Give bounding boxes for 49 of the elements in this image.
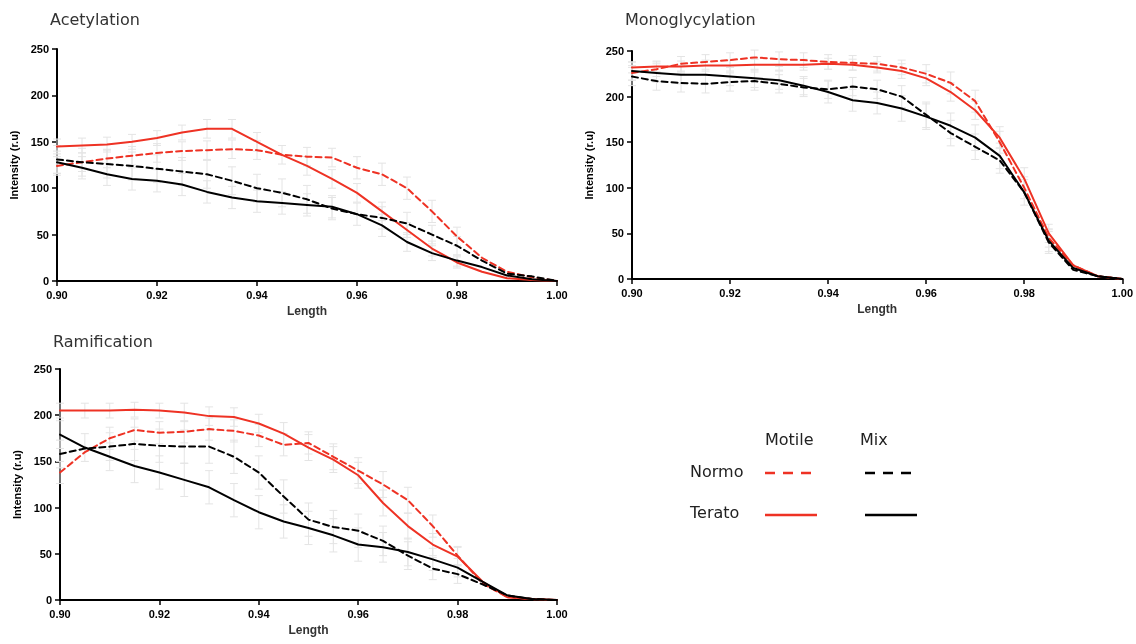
x-axis-title: Length bbox=[857, 301, 898, 316]
y-tick-label: 0 bbox=[617, 273, 624, 285]
y-tick-label: 150 bbox=[33, 455, 52, 468]
x-tick-label: 1.00 bbox=[1111, 286, 1134, 299]
x-tick-label: 0.96 bbox=[347, 607, 369, 620]
x-axis-title: Length bbox=[288, 622, 329, 637]
y-tick-label: 50 bbox=[39, 547, 52, 560]
y-tick-label: 0 bbox=[42, 275, 49, 287]
y-axis-title: Intensity (r.u) bbox=[11, 449, 24, 520]
x-tick-label: 0.98 bbox=[1013, 286, 1035, 299]
x-tick-label: 0.98 bbox=[446, 288, 468, 301]
y-tick-label: 200 bbox=[605, 90, 624, 103]
x-axis-title: Length bbox=[287, 303, 327, 318]
x-tick-label: 0.92 bbox=[146, 288, 168, 301]
x-tick-label: 0.90 bbox=[46, 288, 68, 301]
y-tick-label: 250 bbox=[30, 43, 49, 55]
text: Mix bbox=[860, 430, 888, 449]
x-tick-label: 0.92 bbox=[719, 286, 741, 299]
y-tick-label: 150 bbox=[605, 136, 624, 149]
y-tick-label: 100 bbox=[30, 182, 49, 195]
x-tick-label: 0.90 bbox=[49, 607, 71, 620]
y-axis-title: Intensity (r.u) bbox=[583, 130, 596, 200]
chart-title: Acetylation bbox=[50, 9, 140, 29]
y-tick-label: 200 bbox=[33, 409, 52, 422]
x-tick-label: 0.94 bbox=[246, 288, 269, 301]
x-tick-label: 0.94 bbox=[817, 286, 840, 299]
x-tick-label: 0.96 bbox=[915, 286, 937, 299]
x-tick-label: 1.00 bbox=[546, 607, 568, 620]
chart-title: Monoglycylation bbox=[625, 9, 756, 29]
text: Motile bbox=[765, 430, 814, 449]
y-tick-label: 50 bbox=[611, 227, 624, 240]
text: Normo bbox=[690, 462, 744, 481]
text: Terato bbox=[690, 503, 740, 522]
y-axis-title: Intensity (r.u) bbox=[8, 130, 21, 200]
x-tick-label: 0.98 bbox=[446, 607, 469, 620]
y-tick-label: 100 bbox=[605, 181, 624, 194]
y-tick-label: 200 bbox=[30, 89, 49, 102]
y-tick-label: 150 bbox=[30, 135, 49, 148]
y-tick-label: 0 bbox=[45, 594, 52, 606]
y-tick-label: 100 bbox=[33, 501, 52, 514]
x-tick-label: 0.92 bbox=[148, 607, 171, 620]
x-tick-label: 1.00 bbox=[546, 288, 568, 301]
y-tick-label: 50 bbox=[36, 228, 49, 241]
chart-title: Ramification bbox=[53, 331, 153, 351]
x-tick-label: 0.96 bbox=[346, 288, 368, 301]
y-tick-label: 250 bbox=[33, 363, 52, 375]
y-tick-label: 250 bbox=[605, 45, 624, 57]
x-tick-label: 0.94 bbox=[248, 607, 271, 620]
x-tick-label: 0.90 bbox=[621, 286, 643, 299]
